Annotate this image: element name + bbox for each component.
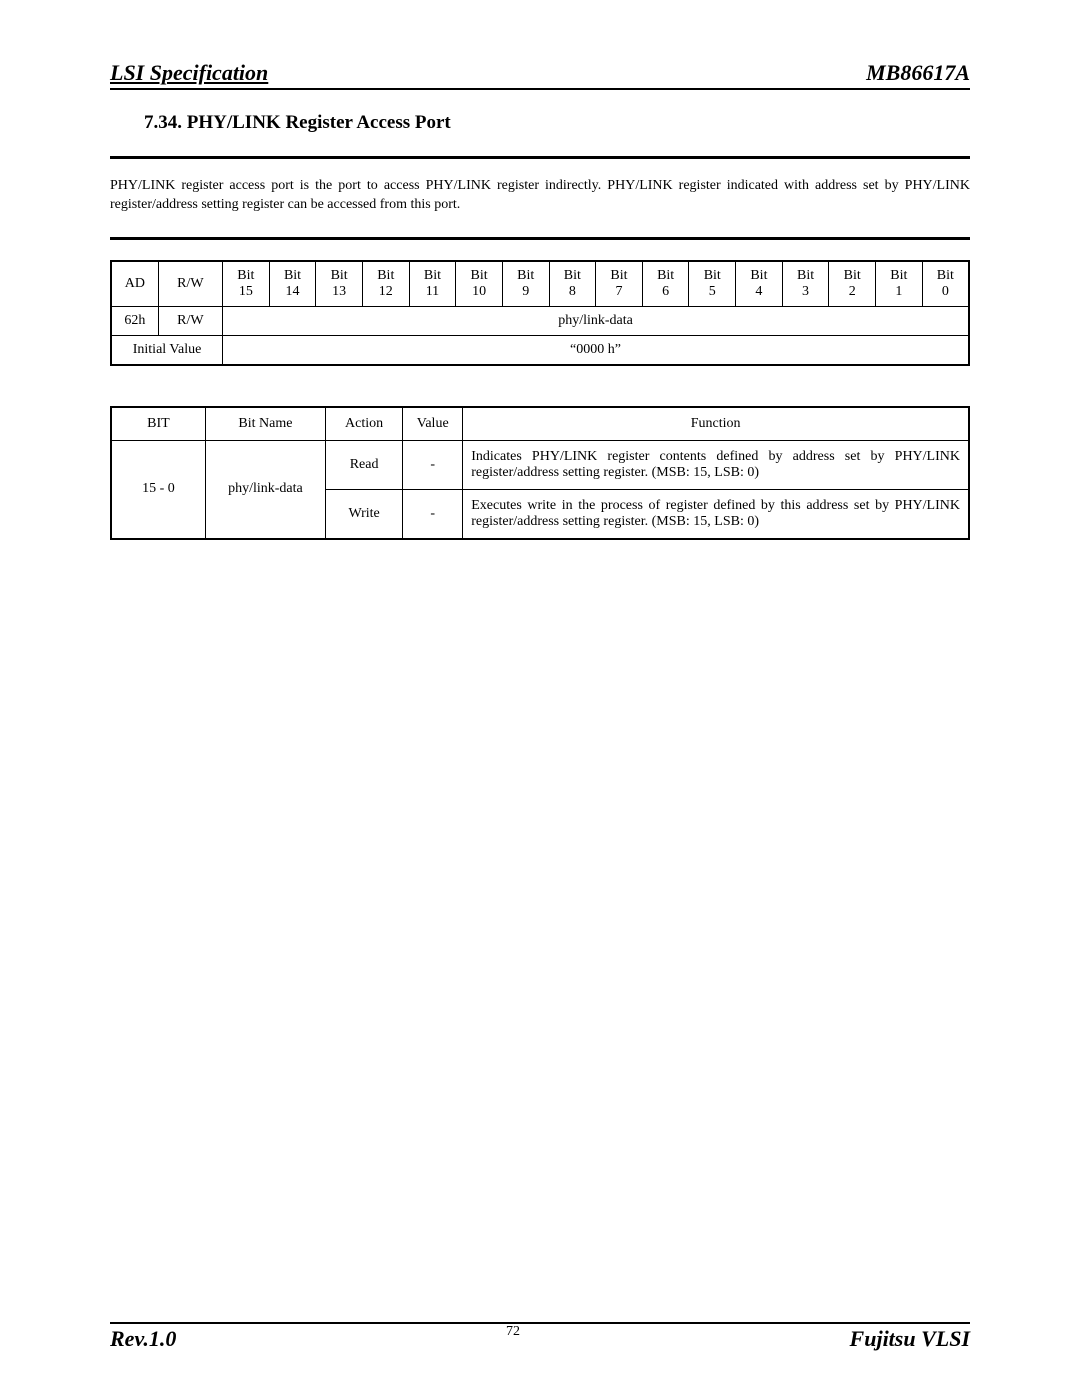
bit-col: Bit13 bbox=[316, 261, 363, 307]
page: LSI Specification MB86617A 7.34. PHY/LIN… bbox=[0, 0, 1080, 1397]
bit-col: Bit7 bbox=[596, 261, 643, 307]
bit-num: 9 bbox=[522, 284, 529, 299]
func-description: Executes write in the process of registe… bbox=[463, 489, 969, 539]
bit-label: Bit bbox=[704, 268, 721, 283]
func-bit-range: 15 - 0 bbox=[111, 440, 205, 539]
bit-table-rw: R/W bbox=[158, 306, 222, 335]
bit-num: 15 bbox=[239, 284, 253, 299]
bit-col: Bit8 bbox=[549, 261, 596, 307]
bit-label: Bit bbox=[424, 268, 441, 283]
bit-col: Bit0 bbox=[922, 261, 969, 307]
func-action: Write bbox=[325, 489, 402, 539]
func-value: - bbox=[403, 440, 463, 489]
bit-num: 1 bbox=[895, 284, 902, 299]
footer-page-number: 72 bbox=[506, 1324, 520, 1340]
page-footer: Rev.1.0 72 Fujitsu VLSI bbox=[110, 1322, 970, 1352]
footer-company: Fujitsu VLSI bbox=[850, 1326, 970, 1352]
func-col-action: Action bbox=[325, 407, 402, 441]
header-right: MB86617A bbox=[866, 60, 970, 86]
bit-num: 12 bbox=[379, 284, 393, 299]
func-col-function: Function bbox=[463, 407, 969, 441]
bit-num: 10 bbox=[472, 284, 486, 299]
bit-num: 0 bbox=[942, 284, 949, 299]
bit-label: Bit bbox=[284, 268, 301, 283]
bit-col: Bit11 bbox=[409, 261, 456, 307]
bit-label: Bit bbox=[890, 268, 907, 283]
bit-col: Bit9 bbox=[502, 261, 549, 307]
bit-num: 7 bbox=[615, 284, 622, 299]
func-col-bit: BIT bbox=[111, 407, 205, 441]
bit-num: 3 bbox=[802, 284, 809, 299]
func-col-name: Bit Name bbox=[205, 407, 325, 441]
bit-num: 13 bbox=[332, 284, 346, 299]
func-bit-name: phy/link-data bbox=[205, 440, 325, 539]
func-col-value: Value bbox=[403, 407, 463, 441]
bit-col: Bit4 bbox=[736, 261, 783, 307]
bit-num: 8 bbox=[569, 284, 576, 299]
bit-label: Bit bbox=[797, 268, 814, 283]
bit-label: Bit bbox=[331, 268, 348, 283]
bit-table-field-name: phy/link-data bbox=[223, 306, 969, 335]
bit-num: 14 bbox=[286, 284, 300, 299]
bit-num: 4 bbox=[755, 284, 762, 299]
bit-col: Bit6 bbox=[642, 261, 689, 307]
rule-above-bit-table bbox=[110, 237, 970, 240]
bit-table-row-address: 62h R/W phy/link-data bbox=[111, 306, 969, 335]
func-action: Read bbox=[325, 440, 402, 489]
bit-col: Bit12 bbox=[362, 261, 409, 307]
section-title: 7.34. PHY/LINK Register Access Port bbox=[144, 112, 970, 134]
bit-num: 5 bbox=[709, 284, 716, 299]
bit-label: Bit bbox=[377, 268, 394, 283]
bit-col: Bit2 bbox=[829, 261, 876, 307]
bit-label: Bit bbox=[237, 268, 254, 283]
bit-table-initial-value: “0000 h” bbox=[223, 335, 969, 365]
func-table-header: BIT Bit Name Action Value Function bbox=[111, 407, 969, 441]
bit-label: Bit bbox=[610, 268, 627, 283]
bit-label: Bit bbox=[564, 268, 581, 283]
page-header: LSI Specification MB86617A bbox=[110, 60, 970, 90]
intro-paragraph: PHY/LINK register access port is the por… bbox=[110, 177, 970, 215]
bit-col: Bit15 bbox=[223, 261, 270, 307]
bit-layout-table: AD R/W Bit15 Bit14 Bit13 Bit12 Bit11 Bit… bbox=[110, 260, 970, 366]
bit-function-table: BIT Bit Name Action Value Function 15 - … bbox=[110, 406, 970, 540]
bit-num: 6 bbox=[662, 284, 669, 299]
bit-col: Bit1 bbox=[876, 261, 923, 307]
bit-table-row-initial: Initial Value “0000 h” bbox=[111, 335, 969, 365]
bit-label: Bit bbox=[517, 268, 534, 283]
bit-table-rw-header: R/W bbox=[158, 261, 222, 307]
header-left: LSI Specification bbox=[110, 60, 268, 86]
bit-label: Bit bbox=[657, 268, 674, 283]
footer-line: Rev.1.0 72 Fujitsu VLSI bbox=[110, 1322, 970, 1352]
bit-col: Bit10 bbox=[456, 261, 503, 307]
bit-table-header-row: AD R/W Bit15 Bit14 Bit13 Bit12 Bit11 Bit… bbox=[111, 261, 969, 307]
func-description: Indicates PHY/LINK register contents def… bbox=[463, 440, 969, 489]
bit-col: Bit3 bbox=[782, 261, 829, 307]
bit-table-initial-label: Initial Value bbox=[111, 335, 223, 365]
bit-col: Bit5 bbox=[689, 261, 736, 307]
bit-col: Bit14 bbox=[269, 261, 316, 307]
bit-label: Bit bbox=[750, 268, 767, 283]
bit-label: Bit bbox=[844, 268, 861, 283]
footer-revision: Rev.1.0 bbox=[110, 1326, 176, 1352]
bit-table-ad-header: AD bbox=[111, 261, 158, 307]
rule-top bbox=[110, 156, 970, 159]
bit-label: Bit bbox=[937, 268, 954, 283]
func-table-row: 15 - 0 phy/link-data Read - Indicates PH… bbox=[111, 440, 969, 489]
func-value: - bbox=[403, 489, 463, 539]
bit-label: Bit bbox=[471, 268, 488, 283]
bit-num: 2 bbox=[849, 284, 856, 299]
bit-num: 11 bbox=[426, 284, 439, 299]
bit-table-address: 62h bbox=[111, 306, 158, 335]
